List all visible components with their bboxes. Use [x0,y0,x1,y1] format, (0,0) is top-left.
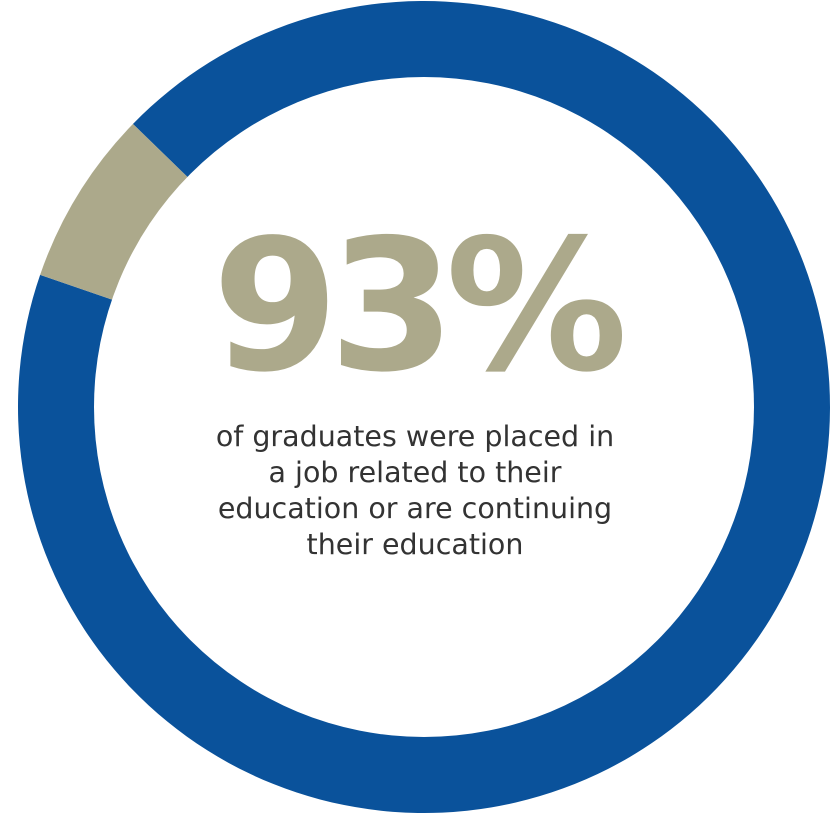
center-label: 93% of graduates were placed in a job re… [175,215,655,563]
donut-hole [94,77,754,737]
stat-value: 93% [212,200,628,412]
stat-caption: of graduates were placed in a job relate… [215,420,615,561]
